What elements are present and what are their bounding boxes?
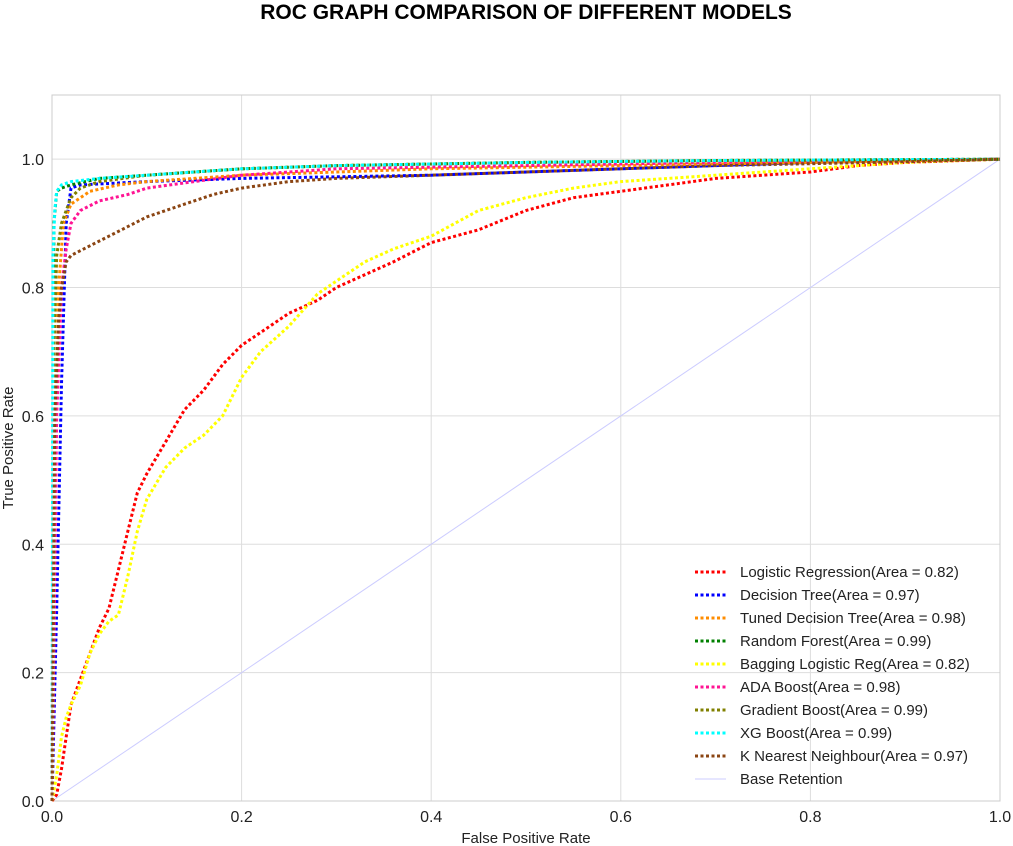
legend-label: ADA Boost(Area = 0.98) — [740, 679, 901, 696]
series-line-2 — [50, 157, 1001, 802]
series-line-7 — [50, 157, 1001, 802]
legend-label: Random Forest(Area = 0.99) — [740, 633, 931, 650]
x-tick-label: 0.4 — [420, 809, 442, 826]
y-tick-label: 0.2 — [22, 666, 44, 683]
legend-label: K Nearest Neighbour(Area = 0.97) — [740, 748, 968, 765]
legend-label: Logistic Regression(Area = 0.82) — [740, 564, 959, 581]
chart-title: ROC GRAPH COMPARISON OF DIFFERENT MODELS — [260, 1, 792, 24]
y-tick-label: 0.0 — [22, 794, 44, 811]
y-tick-label: 0.8 — [22, 281, 44, 298]
series-line-8 — [50, 157, 1001, 802]
y-tick-label: 0.6 — [22, 409, 44, 426]
legend-label: XG Boost(Area = 0.99) — [740, 725, 892, 742]
legend: Logistic Regression(Area = 0.82) Decision… — [695, 564, 970, 788]
series-layer — [50, 157, 1001, 802]
x-tick-label: 0.8 — [799, 809, 821, 826]
legend-label: Tuned Decision Tree(Area = 0.98) — [740, 610, 966, 627]
x-tick-label: 0.0 — [41, 809, 63, 826]
y-tick-label: 0.4 — [22, 537, 44, 554]
series-line-5 — [50, 157, 1001, 802]
series-line-1 — [50, 157, 1001, 802]
x-tick-label: 0.2 — [230, 809, 252, 826]
tick-labels: 0.0 0.2 0.4 0.6 0.8 1.0 0.0 0.2 0.4 0.6 0.8 1.0 — [22, 152, 1011, 826]
series-line-4 — [50, 157, 1001, 802]
y-tick-label: 1.0 — [22, 152, 44, 169]
x-tick-label: 1.0 — [989, 809, 1011, 826]
legend-label: Bagging Logistic Reg(Area = 0.82) — [740, 656, 970, 673]
legend-label: Base Retention — [740, 771, 843, 788]
series-line-9 — [51, 158, 1001, 802]
legend-label: Decision Tree(Area = 0.97) — [740, 587, 920, 604]
y-axis-label: True Positive Rate — [0, 387, 17, 510]
legend-label: Gradient Boost(Area = 0.99) — [740, 702, 928, 719]
x-tick-label: 0.6 — [610, 809, 632, 826]
x-axis-label: False Positive Rate — [461, 830, 590, 846]
